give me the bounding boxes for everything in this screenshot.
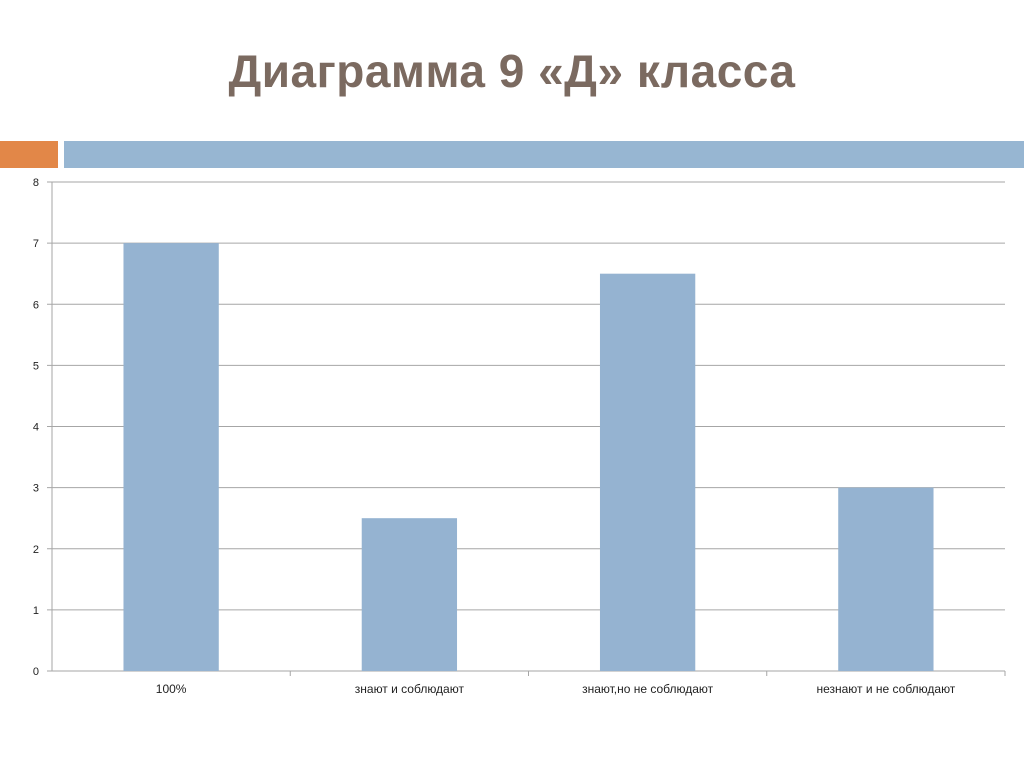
y-tick-label: 2 (33, 544, 39, 556)
bar (361, 518, 458, 671)
bar-chart: 0 1 2 3 4 5 6 7 8 100% знают и соблюдают знают,но н… (33, 177, 1006, 696)
y-tick-label: 6 (33, 299, 39, 311)
y-tick-label: 3 (33, 483, 39, 495)
bar (123, 243, 219, 671)
x-tick-label: 100% (156, 682, 187, 696)
bar (599, 273, 696, 671)
x-tick-label: знают,но не соблюдают (582, 682, 714, 696)
y-tick-label: 7 (33, 238, 39, 250)
y-tick-label: 5 (33, 360, 39, 372)
accent-bar-orange (0, 141, 58, 168)
slide-title: Диаграмма 9 «Д» класса (228, 45, 796, 97)
y-tick-label: 8 (33, 177, 39, 189)
x-tick-label: незнают и не соблюдают (816, 682, 955, 696)
x-tick-label: знают и соблюдают (355, 682, 465, 696)
y-tick-label: 0 (33, 666, 39, 678)
y-tick-label: 4 (33, 422, 39, 434)
bar (838, 487, 934, 671)
accent-bar-blue (64, 141, 1024, 168)
y-tick-label: 1 (33, 605, 39, 617)
